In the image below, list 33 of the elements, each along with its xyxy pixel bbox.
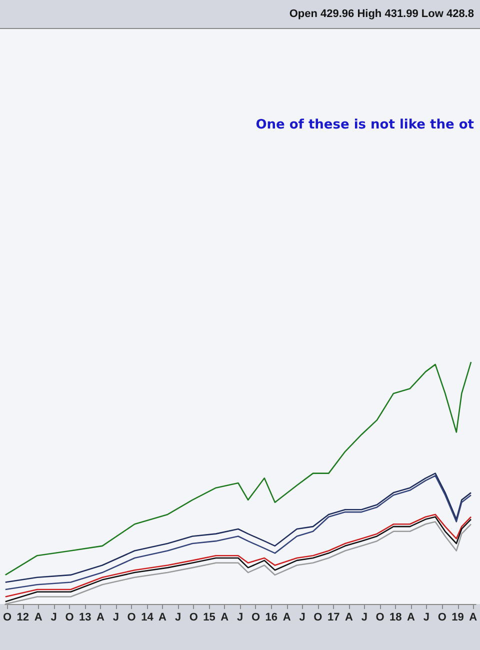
x-tick-label: O [2, 612, 12, 624]
x-tick-label: J [112, 612, 119, 624]
x-tick-label: J [361, 612, 368, 624]
x-tick-label: A [344, 612, 353, 624]
x-tick-label: A [407, 612, 416, 624]
x-tick-label: J [50, 612, 57, 624]
x-tick-label: A [469, 612, 478, 624]
x-tick-label: J [174, 612, 182, 624]
x-tick-label: 17 [327, 612, 340, 624]
x-tick-label: 15 [203, 612, 216, 624]
x-tick-label: J [423, 612, 430, 624]
x-tick-label: O [376, 612, 385, 624]
x-tick-label: O [438, 612, 447, 624]
x-tick-label: 18 [390, 612, 402, 624]
x-tick-label: 16 [265, 612, 278, 624]
x-tick-label: A [282, 612, 291, 624]
x-tick-label: A [96, 612, 104, 624]
x-tick-label: 14 [141, 612, 154, 624]
text: Open 429.96 High 431.99 Low 428.8 [289, 8, 474, 20]
x-tick-label: O [314, 612, 323, 624]
x-tick-label: A [34, 612, 42, 624]
x-tick-label: 19 [452, 612, 464, 624]
x-tick-label: 13 [79, 612, 92, 624]
x-tick-label: O [65, 612, 74, 624]
x-tick-label: A [220, 612, 229, 624]
x-tick-label: 12 [16, 612, 30, 624]
x-tick-label: J [237, 612, 244, 624]
text: One of these is not like the ot [256, 118, 474, 132]
x-tick-label: J [299, 612, 306, 624]
x-tick-label: O [189, 612, 198, 624]
x-tick-label: O [127, 612, 136, 624]
x-tick-label: A [158, 612, 167, 624]
x-tick-label: O [251, 612, 260, 624]
